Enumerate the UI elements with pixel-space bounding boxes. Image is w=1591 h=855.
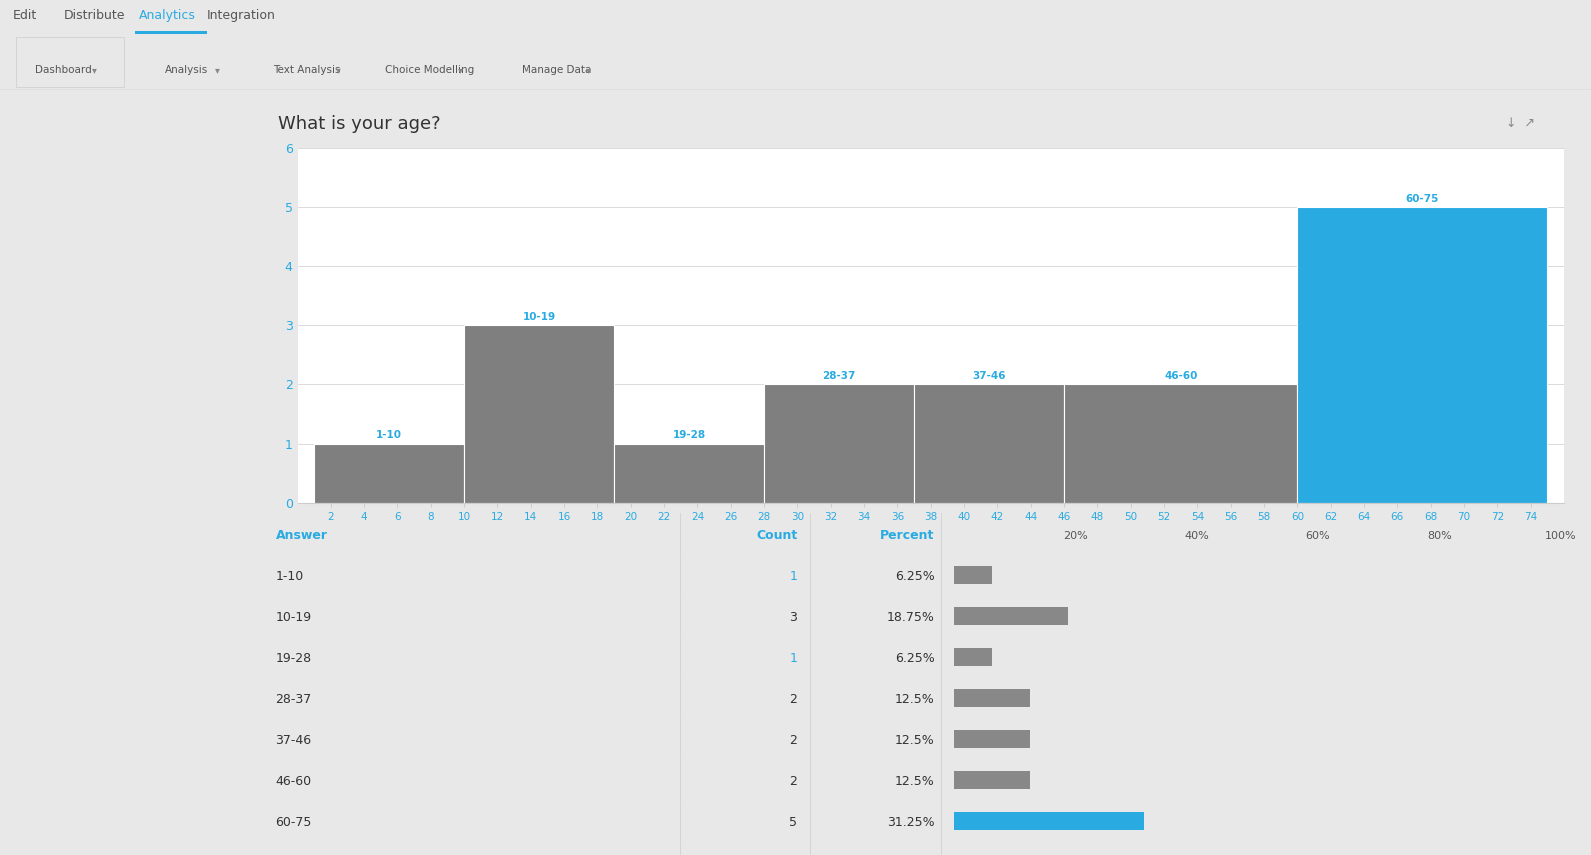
Text: ▾: ▾ [92,65,97,75]
Text: ↓  ↗: ↓ ↗ [1505,117,1534,130]
Text: ▾: ▾ [215,65,220,75]
Text: 60-75: 60-75 [275,817,312,829]
Text: 1-10: 1-10 [375,430,403,440]
Text: Distribute: Distribute [64,9,126,22]
Text: ▾: ▾ [336,65,340,75]
Text: 2: 2 [789,734,797,747]
Text: Edit: Edit [13,9,37,22]
Text: 3: 3 [789,611,797,624]
Text: 46-60: 46-60 [275,775,312,788]
Text: 12.5%: 12.5% [894,775,934,788]
Bar [16,37,124,87]
Text: 20%: 20% [1063,531,1088,540]
Text: Percent: Percent [880,529,934,542]
Bar [955,565,991,584]
Text: Analysis: Analysis [164,65,208,75]
Bar [955,811,1144,830]
Text: ▾: ▾ [585,65,590,75]
Bar [614,444,764,503]
Bar [465,326,614,503]
Bar [313,444,465,503]
Text: 60%: 60% [1306,531,1330,540]
Text: 60-75: 60-75 [1405,193,1438,203]
Text: 12.5%: 12.5% [894,693,934,706]
Text: Choice Modelling: Choice Modelling [385,65,474,75]
Text: Integration: Integration [207,9,275,22]
Text: Answer: Answer [275,529,328,542]
Text: 80%: 80% [1427,531,1451,540]
Text: Text Analysis: Text Analysis [274,65,340,75]
Text: 12.5%: 12.5% [894,734,934,747]
Text: Analytics: Analytics [138,9,196,22]
Text: 37-46: 37-46 [275,734,312,747]
Bar [955,770,1029,789]
Bar [915,385,1064,503]
Text: 28-37: 28-37 [823,371,856,381]
Bar [955,688,1029,707]
Text: 46-60: 46-60 [1165,371,1198,381]
Bar [955,647,991,666]
Text: 6.25%: 6.25% [894,570,934,583]
Text: 10-19: 10-19 [275,611,312,624]
Text: 37-46: 37-46 [972,371,1006,381]
Bar [764,385,915,503]
Text: Count: Count [756,529,797,542]
Text: 6.25%: 6.25% [894,652,934,665]
Text: 19-28: 19-28 [275,652,312,665]
Text: Manage Data: Manage Data [522,65,592,75]
Text: 1-10: 1-10 [275,570,304,583]
Bar [955,606,1068,625]
Text: 28-37: 28-37 [275,693,312,706]
Text: 2: 2 [789,693,797,706]
Text: 1: 1 [789,570,797,583]
Text: 2: 2 [789,775,797,788]
Text: 19-28: 19-28 [673,430,706,440]
Text: 5: 5 [789,817,797,829]
Bar [135,32,207,34]
Text: 40%: 40% [1184,531,1209,540]
Bar [1297,207,1548,503]
Text: What is your age?: What is your age? [278,115,441,133]
Text: 1: 1 [789,652,797,665]
Text: ▾: ▾ [458,65,463,75]
Text: 18.75%: 18.75% [886,611,934,624]
Text: 31.25%: 31.25% [886,817,934,829]
Text: Dashboard: Dashboard [35,65,92,75]
Bar [955,729,1029,748]
Bar [1064,385,1297,503]
Text: 100%: 100% [1545,531,1577,540]
Text: 10-19: 10-19 [522,312,555,321]
